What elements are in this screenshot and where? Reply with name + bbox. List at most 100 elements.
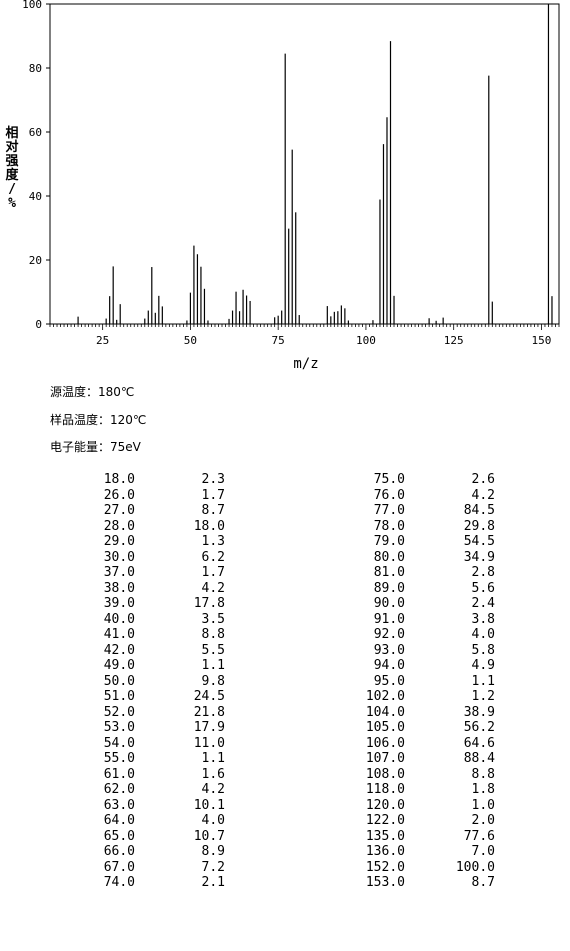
table-row: 55.0 1.1 [60,751,240,767]
intensity-cell: 1.2 [471,689,495,704]
intensity-cell: 88.4 [463,751,495,766]
mz-cell: 42.0 [103,642,135,658]
intensity-cell: 1.6 [201,766,225,782]
table-row: 79.0 54.5 [330,534,510,550]
table-row: 52.0 21.8 [60,705,240,721]
sample-temperature: 样品温度：120℃ [50,413,147,427]
mz-cell: 64.0 [103,813,135,828]
table-row: 62.0 4.2 [60,782,240,798]
intensity-cell: 17.8 [193,596,225,611]
intensity-cell: 1.0 [471,797,495,813]
intensity-cell: 7.2 [201,859,225,875]
intensity-cell: 8.8 [201,627,225,642]
y-tick-label: 80 [29,62,42,75]
mz-cell: 51.0 [103,689,135,704]
intensity-cell: 7.0 [471,844,495,859]
table-row: 90.0 2.4 [330,596,510,612]
electron-energy: 电子能量：75eV [50,440,141,454]
table-row: 77.0 84.5 [330,503,510,519]
mz-cell: 55.0 [103,751,135,766]
mz-cell: 27.0 [103,503,135,518]
mz-cell: 136.0 [365,844,405,859]
intensity-cell: 2.3 [201,472,225,487]
mz-cell: 79.0 [373,534,405,549]
table-row: 107.0 88.4 [330,751,510,767]
intensity-cell: 1.1 [471,673,495,689]
mz-cell: 135.0 [365,828,405,844]
table-row: 49.0 1.1 [60,658,240,674]
mz-cell: 62.0 [103,782,135,797]
mz-cell: 65.0 [103,828,135,844]
mz-cell: 54.0 [103,735,135,751]
table-row: 74.0 2.1 [60,875,240,891]
y-tick-label: 0 [35,318,42,331]
intensity-cell: 54.5 [463,534,495,549]
intensity-cell: 4.9 [471,658,495,673]
x-tick-label: 75 [272,334,285,347]
intensity-cell: 5.6 [471,580,495,596]
x-axis: 25 50 75 100 125 150 [49,324,560,347]
table-row: 64.0 4.0 [60,813,240,829]
table-row: 80.0 34.9 [330,550,510,566]
intensity-cell: 2.1 [201,875,225,890]
y-axis-label-char: 相 [5,125,18,141]
y-axis-label-char: 度 [5,167,19,183]
intensity-cell: 17.9 [193,720,225,735]
table-row: 92.0 4.0 [330,627,510,643]
mz-cell: 106.0 [365,735,405,751]
table-row: 94.0 4.9 [330,658,510,674]
intensity-cell: 2.8 [471,565,495,580]
intensity-cell: 1.1 [201,751,225,766]
intensity-cell: 24.5 [193,689,225,704]
intensity-cell: 56.2 [463,720,495,735]
mz-cell: 120.0 [365,797,405,813]
intensity-cell: 1.7 [201,565,225,580]
intensity-cell: 1.1 [201,658,225,673]
mz-cell: 50.0 [103,673,135,689]
table-row: 153.0 8.7 [330,875,510,891]
table-row: 135.0 77.6 [330,829,510,845]
mz-cell: 108.0 [365,766,405,782]
table-row: 78.0 29.8 [330,519,510,535]
table-row: 104.0 38.9 [330,705,510,721]
intensity-cell: 4.2 [471,487,495,503]
mz-cell: 93.0 [373,642,405,658]
mz-cell: 153.0 [365,875,405,890]
table-row: 93.0 5.8 [330,643,510,659]
mz-cell: 75.0 [373,472,405,487]
intensity-cell: 4.0 [471,627,495,642]
intensity-cell: 84.5 [463,503,495,518]
table-row: 105.0 56.2 [330,720,510,736]
mz-cell: 30.0 [103,549,135,565]
intensity-cell: 5.5 [201,642,225,658]
mz-cell: 40.0 [103,611,135,627]
table-row: 40.0 3.5 [60,612,240,628]
mz-cell: 92.0 [373,627,405,642]
x-tick-label: 150 [532,334,552,347]
intensity-cell: 29.8 [463,518,495,534]
y-axis-label-char: / [8,182,16,197]
x-tick-label: 50 [184,334,197,347]
mz-cell: 152.0 [365,859,405,875]
intensity-cell: 1.8 [471,782,495,797]
intensity-cell: 5.8 [471,642,495,658]
table-row: 65.0 10.7 [60,829,240,845]
mz-cell: 91.0 [373,611,405,627]
mz-cell: 38.0 [103,580,135,596]
mz-cell: 122.0 [365,813,405,828]
x-axis-label: m/z [293,356,318,372]
intensity-cell: 18.0 [193,518,225,534]
table-row: 42.0 5.5 [60,643,240,659]
intensity-cell: 8.7 [471,875,495,890]
table-row: 38.0 4.2 [60,581,240,597]
y-tick-label: 100 [22,0,42,11]
mz-cell: 89.0 [373,580,405,596]
mz-cell: 37.0 [103,565,135,580]
plot-border [49,3,560,325]
intensity-cell: 4.2 [201,580,225,596]
intensity-cell: 10.7 [193,828,225,844]
table-row: 106.0 64.6 [330,736,510,752]
intensity-cell: 8.9 [201,844,225,859]
mz-cell: 63.0 [103,797,135,813]
